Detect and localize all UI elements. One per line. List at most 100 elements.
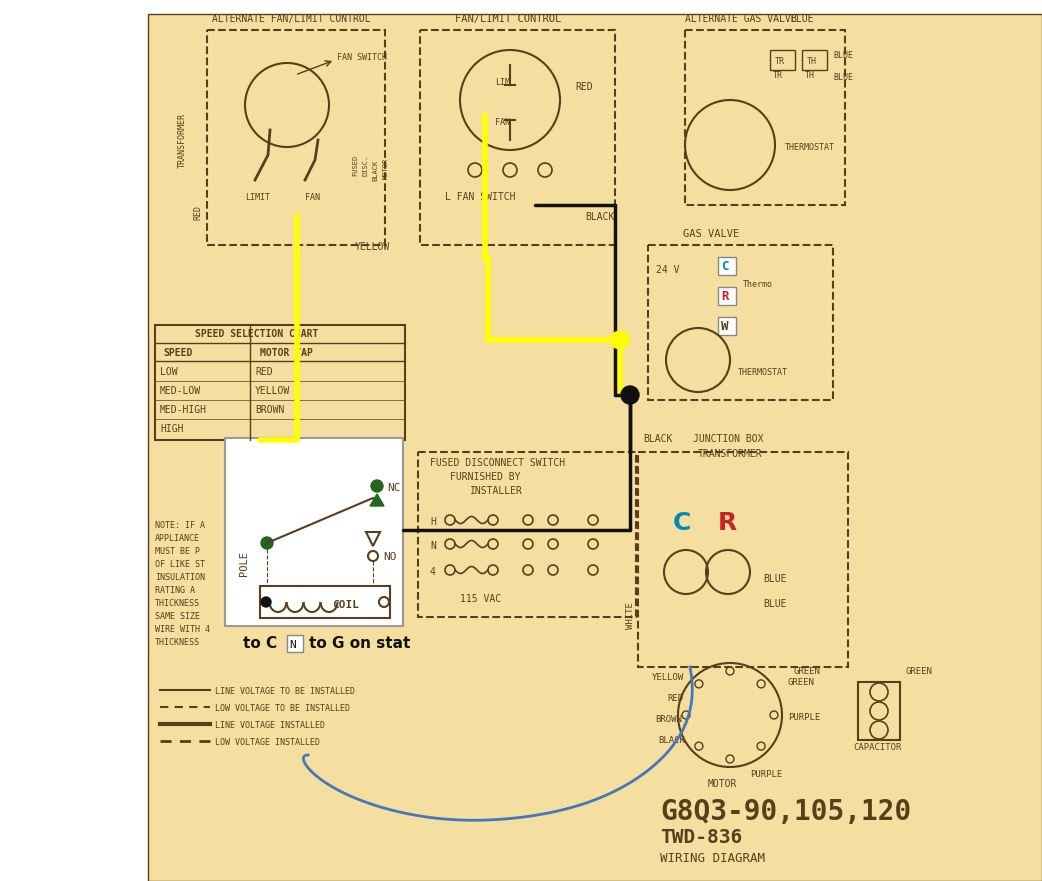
Bar [225,438,403,626]
Bar [418,452,636,617]
Text: THICKNESS: THICKNESS [155,599,200,608]
Text: INSULATION: INSULATION [155,573,205,582]
Text: SPEED SELECTION CHART: SPEED SELECTION CHART [195,329,319,339]
Text: SAME SIZE: SAME SIZE [155,612,200,621]
Bar [260,586,390,618]
Text: 4: 4 [430,567,436,577]
Circle shape [371,480,383,492]
Bar [148,14,1042,881]
Bar [287,635,303,652]
Bar [802,50,827,70]
Text: MED-HIGH: MED-HIGH [160,405,207,415]
Text: BLUE: BLUE [763,574,787,584]
Text: BROWN: BROWN [655,715,681,724]
Text: CAPACITOR: CAPACITOR [853,743,901,752]
Text: GREEN: GREEN [788,678,815,687]
Text: LINE VOLTAGE TO BE INSTALLED: LINE VOLTAGE TO BE INSTALLED [215,687,355,696]
Text: to G on stat: to G on stat [309,636,411,651]
Text: MUST BE P: MUST BE P [155,547,200,556]
Text: YELLOW: YELLOW [255,386,291,396]
Text: FURNISHED BY: FURNISHED BY [450,472,521,482]
Text: TRANSFORMER: TRANSFORMER [698,449,763,459]
Bar [718,287,736,305]
Text: THICKNESS: THICKNESS [155,638,200,647]
Text: BROWN: BROWN [255,405,284,415]
Text: RED: RED [667,694,684,703]
Text: 115 VAC: 115 VAC [460,594,501,604]
Text: RATING A: RATING A [155,586,195,595]
Text: WIRING DIAGRAM: WIRING DIAGRAM [660,852,765,865]
Text: YELLOW: YELLOW [652,673,685,682]
Text: G8Q3-90,105,120: G8Q3-90,105,120 [660,798,912,826]
Circle shape [260,537,273,549]
Text: LOW: LOW [160,367,177,377]
Circle shape [621,386,639,404]
Text: MED-LOW: MED-LOW [160,386,201,396]
Text: TRANSFORMER: TRANSFORMER [178,113,187,167]
Text: H: H [430,517,436,527]
Text: FUSED DISCONNECT SWITCH: FUSED DISCONNECT SWITCH [430,458,565,468]
Text: PURPLE: PURPLE [788,713,820,722]
Bar [207,30,384,245]
Text: LINE VOLTAGE INSTALLED: LINE VOLTAGE INSTALLED [215,721,325,730]
Text: DISC.: DISC. [362,155,368,176]
Text: MOTOR: MOTOR [708,779,738,789]
Text: LOW VOLTAGE INSTALLED: LOW VOLTAGE INSTALLED [215,738,320,747]
Text: ALTERNATE GAS VALVE: ALTERNATE GAS VALVE [685,14,797,24]
Text: BLUE: BLUE [790,14,814,24]
Bar [685,30,845,205]
Text: ALTERNATE FAN/LIMIT CONTROL: ALTERNATE FAN/LIMIT CONTROL [212,14,371,24]
Bar [638,452,848,667]
Text: Thermo: Thermo [743,280,773,289]
Text: THERMOSTAT: THERMOSTAT [738,368,788,377]
Text: BLUE: BLUE [833,73,853,82]
Text: TR: TR [773,71,783,80]
Text: WIRE WITH 4: WIRE WITH 4 [155,625,210,634]
Bar [718,257,736,275]
Text: APPLIANCE: APPLIANCE [155,534,200,543]
Text: RED: RED [255,367,273,377]
Text: TH: TH [807,57,817,66]
Text: BLUE: BLUE [833,51,853,60]
Circle shape [611,331,629,349]
Text: THERMOSTAT: THERMOSTAT [785,143,835,152]
Text: COIL: COIL [332,600,359,610]
Text: N: N [430,541,436,551]
Text: MOTOR TAP: MOTOR TAP [260,348,313,358]
Text: TR: TR [775,57,785,66]
Text: WHITE: WHITE [626,602,635,629]
Text: RED: RED [193,205,202,220]
Text: GREEN: GREEN [905,667,933,676]
Text: INSTALLER: INSTALLER [470,486,523,496]
Bar [770,50,795,70]
Text: OF LIKE ST: OF LIKE ST [155,560,205,569]
Text: FAN: FAN [305,193,320,202]
Text: GREEN: GREEN [793,667,820,676]
Text: RED: RED [575,82,593,92]
Text: POLE: POLE [239,551,249,575]
Text: W: W [721,320,728,333]
Bar [148,14,1042,881]
Text: LOW VOLTAGE TO BE INSTALLED: LOW VOLTAGE TO BE INSTALLED [215,704,350,713]
Text: SPEED: SPEED [163,348,193,358]
Text: NO: NO [383,552,397,562]
Text: BLACK: BLACK [372,159,378,181]
Bar [155,325,405,440]
Text: BLUE: BLUE [763,599,787,609]
Text: N: N [289,640,296,650]
Text: C: C [673,511,692,535]
Text: FAN SWITCH: FAN SWITCH [337,53,387,62]
Text: NC: NC [387,483,400,493]
Text: FAN/LIMIT CONTROL: FAN/LIMIT CONTROL [455,14,562,24]
Text: YELLOW: YELLOW [355,242,391,252]
Bar [858,682,900,740]
Polygon shape [370,494,384,506]
Text: LIM: LIM [495,78,510,87]
Text: FUSED: FUSED [352,155,358,176]
Text: MOTOR: MOTOR [383,158,389,179]
Bar [648,245,833,400]
Text: JUNCTION BOX: JUNCTION BOX [693,434,764,444]
Text: to C: to C [243,636,277,651]
Bar [718,317,736,335]
Bar [420,30,615,245]
